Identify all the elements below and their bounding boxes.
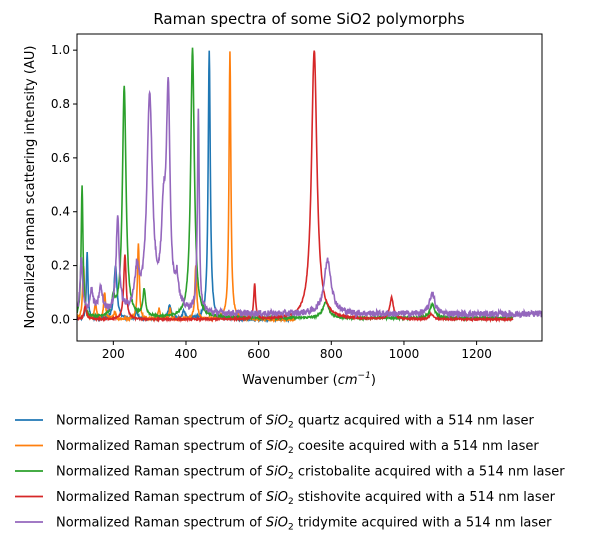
series-line-3 xyxy=(77,47,514,323)
series-line-1 xyxy=(77,50,296,324)
y-tick-label: 0.6 xyxy=(51,151,70,165)
legend-entry: Normalized Raman spectrum of SiO2 coesit… xyxy=(56,439,539,456)
y-tick-label: 0.2 xyxy=(51,259,70,273)
series-line-5 xyxy=(77,77,542,320)
y-tick-label: 0.0 xyxy=(51,312,70,326)
x-axis-ticks: 200 400 600 800 1000 1200 xyxy=(102,341,492,361)
x-axis-label-exponent: −1 xyxy=(358,371,371,381)
y-axis-ticks: 0.0 0.2 0.4 0.6 0.8 1.0 xyxy=(51,43,77,326)
legend-entry: Normalized Raman spectrum of SiO2 quartz… xyxy=(56,414,535,431)
x-axis-label: Wavenumber (cm−1) xyxy=(242,371,376,388)
y-tick-label: 1.0 xyxy=(51,43,70,57)
chart-title: Raman spectra of some SiO2 polymorphs xyxy=(153,10,465,28)
x-axis-label-prefix: Wavenumber ( xyxy=(242,373,338,388)
legend-entry: Normalized Raman spectrum of SiO2 tridym… xyxy=(56,516,552,533)
x-tick-label: 600 xyxy=(247,347,270,361)
plot-frame xyxy=(76,33,543,342)
x-axis-label-suffix: ) xyxy=(371,373,376,388)
legend-entry: Normalized Raman spectrum of SiO2 stisho… xyxy=(56,490,556,507)
x-tick-label: 1000 xyxy=(389,347,420,361)
y-tick-label: 0.8 xyxy=(51,97,70,111)
series-line-2 xyxy=(77,51,296,323)
series-line-4 xyxy=(77,50,514,323)
y-axis-label: Normalized raman scattering intensity (A… xyxy=(23,46,38,329)
x-axis-label-unit: cm xyxy=(338,373,358,388)
x-tick-label: 1200 xyxy=(461,347,492,361)
legend: Normalized Raman spectrum of SiO2 quartz… xyxy=(15,414,565,533)
y-tick-label: 0.4 xyxy=(51,205,70,219)
x-tick-label: 200 xyxy=(102,347,125,361)
legend-entry: Normalized Raman spectrum of SiO2 cristo… xyxy=(56,465,565,482)
x-tick-label: 400 xyxy=(175,347,198,361)
x-tick-label: 800 xyxy=(320,347,343,361)
plot-area xyxy=(76,33,543,342)
series-lines xyxy=(77,47,542,324)
